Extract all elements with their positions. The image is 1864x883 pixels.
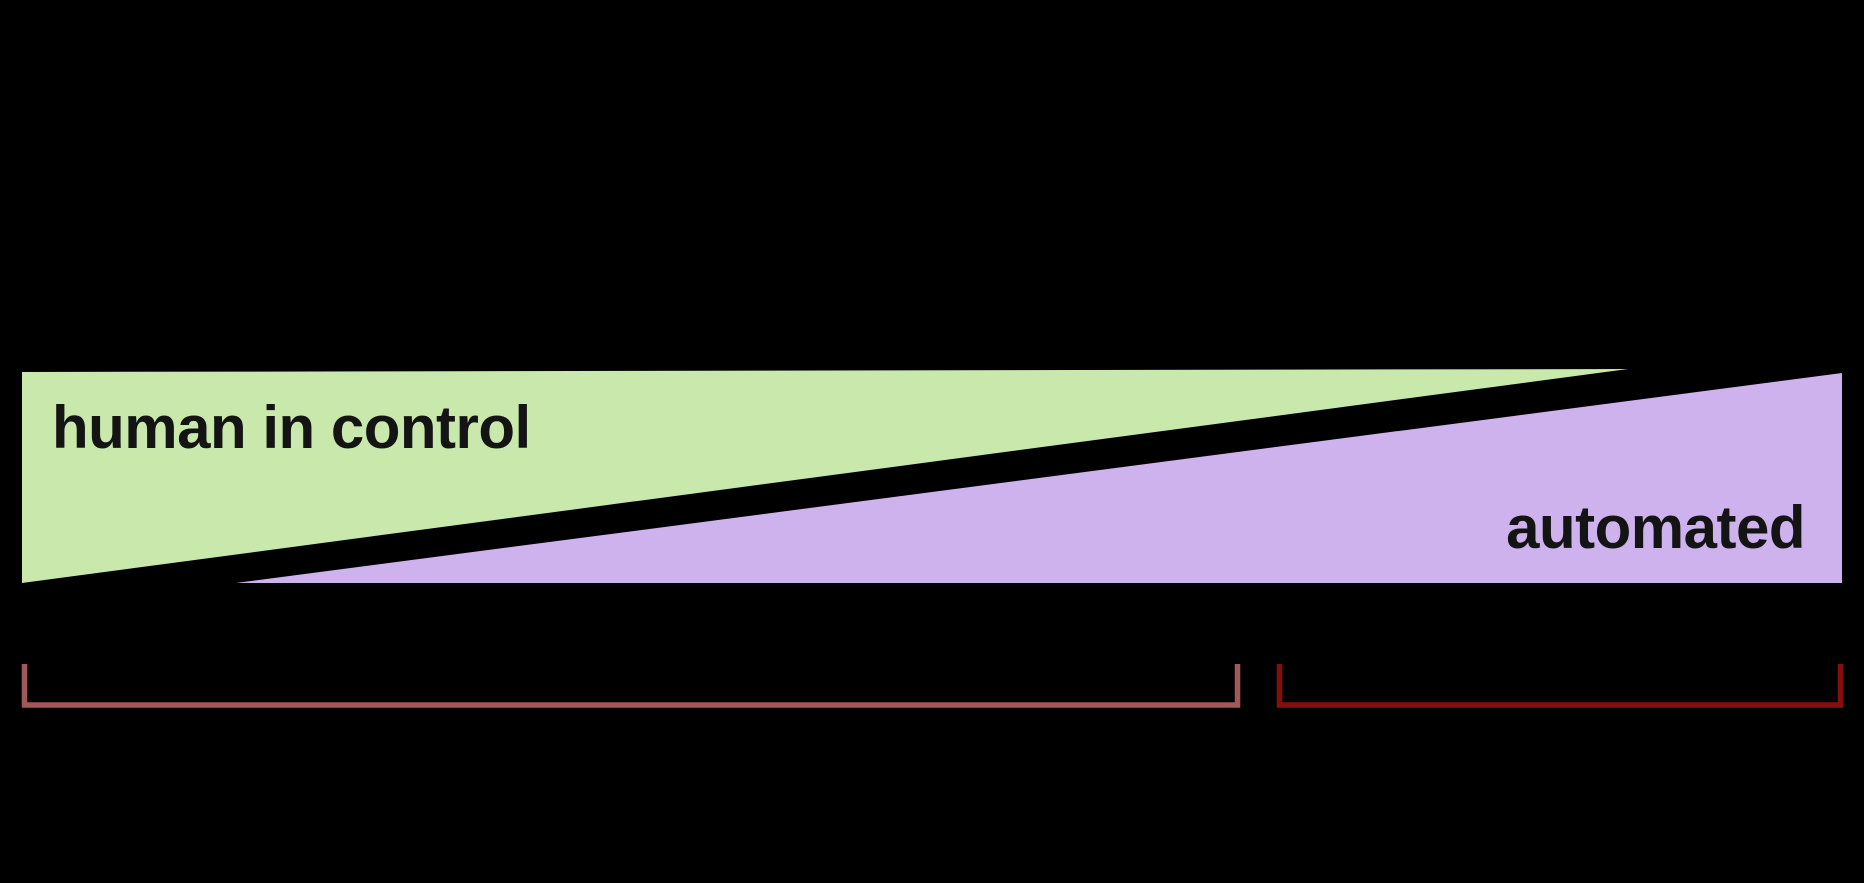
automated-label: automated (1506, 494, 1805, 561)
human-control-wedge (22, 369, 1628, 583)
left-bracket (21, 664, 1241, 708)
right-bracket (1276, 664, 1844, 708)
human-in-control-label: human in control (52, 394, 531, 461)
automated-wedge (236, 373, 1842, 583)
